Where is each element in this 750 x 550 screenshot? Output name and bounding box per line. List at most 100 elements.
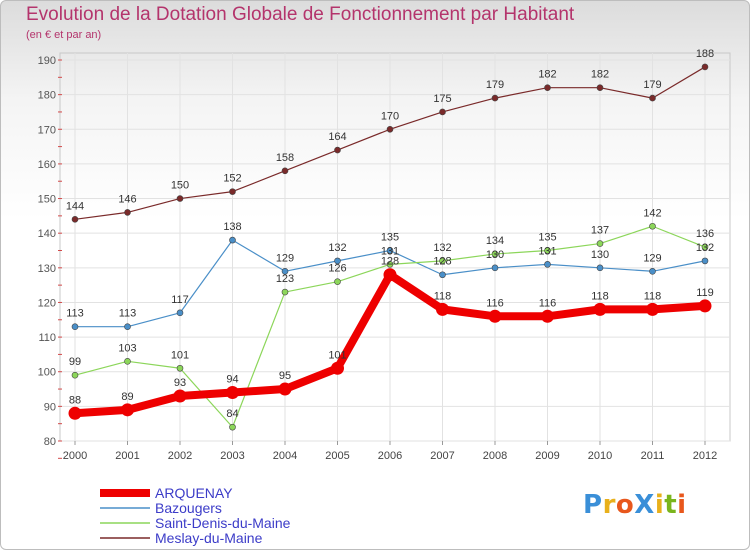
- data-label: 179: [643, 79, 661, 91]
- data-point: [124, 323, 131, 331]
- data-label: 126: [328, 263, 346, 275]
- data-point: [229, 236, 236, 244]
- data-point: [334, 278, 341, 285]
- data-point: [124, 358, 131, 365]
- legend-label-saint-denis-du-maine: Saint-Denis-du-Maine: [155, 515, 291, 531]
- data-label: 150: [171, 180, 189, 192]
- data-label: 118: [644, 290, 662, 302]
- y-tick-label: 120: [38, 297, 56, 309]
- y-axis: 80 90 100 110 120 130 140 150 160 170 180 190: [38, 55, 62, 459]
- data-point: [649, 94, 656, 102]
- data-point: [383, 268, 397, 282]
- data-label: 119: [696, 287, 714, 299]
- data-point: [226, 386, 239, 400]
- logo-letter: X: [634, 490, 655, 520]
- data-label: 182: [538, 69, 556, 81]
- x-axis: 2000 2001 2002 2003 2004 2005 2006 2007 2008 2009…: [63, 441, 717, 462]
- data-label: 103: [118, 342, 136, 354]
- data-point: [334, 257, 341, 265]
- x-tick-label: 2005: [325, 450, 349, 462]
- data-label: 116: [539, 297, 557, 309]
- grid: [60, 53, 730, 442]
- data-point: [593, 302, 607, 316]
- data-point: [71, 216, 79, 223]
- legend-label-bazougers: Bazougers: [155, 500, 222, 516]
- data-label: 118: [434, 290, 452, 302]
- data-label: 170: [381, 110, 399, 122]
- data-point: [596, 240, 604, 247]
- data-label: 95: [279, 370, 291, 382]
- data-point: [68, 406, 82, 420]
- data-label: 94: [226, 374, 238, 386]
- data-point: [173, 389, 187, 403]
- data-point: [176, 364, 184, 372]
- data-point: [544, 247, 551, 254]
- data-label: 116: [486, 297, 504, 309]
- data-point: [596, 84, 604, 92]
- data-point: [491, 94, 499, 102]
- data-label: 93: [174, 377, 186, 389]
- data-label: 188: [696, 48, 714, 60]
- x-tick-label: 2006: [378, 450, 402, 462]
- data-point: [646, 302, 659, 316]
- data-point: [649, 267, 656, 275]
- data-label: 118: [591, 290, 609, 302]
- y-tick-label: 190: [38, 55, 56, 67]
- data-point: [281, 288, 289, 296]
- data-label: 132: [433, 242, 451, 254]
- series-meslay-du-maine: [71, 63, 709, 223]
- data-point: [334, 146, 341, 154]
- logo-letter: i: [654, 490, 665, 520]
- data-label: 164: [328, 131, 346, 143]
- data-label: 132: [328, 242, 346, 254]
- data-label: 89: [121, 391, 133, 403]
- proxiti-logo: ProXiti: [583, 490, 687, 520]
- data-label: 117: [171, 294, 189, 306]
- data-label: 130: [486, 249, 504, 261]
- data-point: [544, 261, 551, 268]
- y-tick-label: 150: [38, 194, 56, 206]
- data-point: [386, 125, 394, 133]
- data-point: [386, 247, 394, 254]
- data-point: [229, 188, 236, 195]
- data-point: [491, 264, 499, 272]
- data-label: 123: [276, 273, 294, 285]
- data-point: [596, 264, 604, 272]
- data-label: 146: [118, 193, 136, 205]
- x-tick-label: 2000: [63, 450, 87, 462]
- data-label: 135: [538, 232, 556, 244]
- data-point: [386, 261, 394, 268]
- logo-letter: o: [615, 490, 635, 520]
- data-point: [176, 309, 184, 317]
- data-point: [439, 271, 446, 279]
- y-tick-label: 130: [38, 263, 56, 275]
- x-tick-label: 2010: [588, 450, 612, 462]
- data-label: 158: [276, 152, 294, 164]
- data-label: 134: [486, 235, 504, 247]
- data-point: [281, 267, 289, 275]
- logo-letter: i: [677, 490, 687, 520]
- series-saint-denis-du-maine: [71, 222, 709, 431]
- chart-title: Evolution de la Dotation Globale de Fonc…: [26, 4, 575, 25]
- data-label: 113: [119, 308, 137, 320]
- data-point: [124, 209, 131, 216]
- data-label: 99: [69, 356, 81, 368]
- data-label: 128: [433, 256, 451, 268]
- series-bazougers: [71, 236, 709, 331]
- data-label: 175: [433, 93, 451, 105]
- x-tick-label: 2009: [535, 450, 559, 462]
- data-label: 113: [66, 308, 84, 320]
- data-point: [701, 243, 709, 251]
- x-tick-label: 2012: [693, 450, 717, 462]
- x-tick-label: 2003: [220, 450, 244, 462]
- x-tick-label: 2011: [641, 450, 665, 462]
- data-point: [436, 302, 449, 316]
- y-tick-label: 170: [38, 124, 56, 136]
- data-point: [278, 382, 292, 396]
- data-label: 137: [591, 225, 609, 237]
- y-tick-label: 110: [38, 332, 56, 344]
- data-label: 152: [223, 173, 241, 185]
- x-tick-label: 2002: [168, 450, 192, 462]
- data-label: 101: [328, 349, 346, 361]
